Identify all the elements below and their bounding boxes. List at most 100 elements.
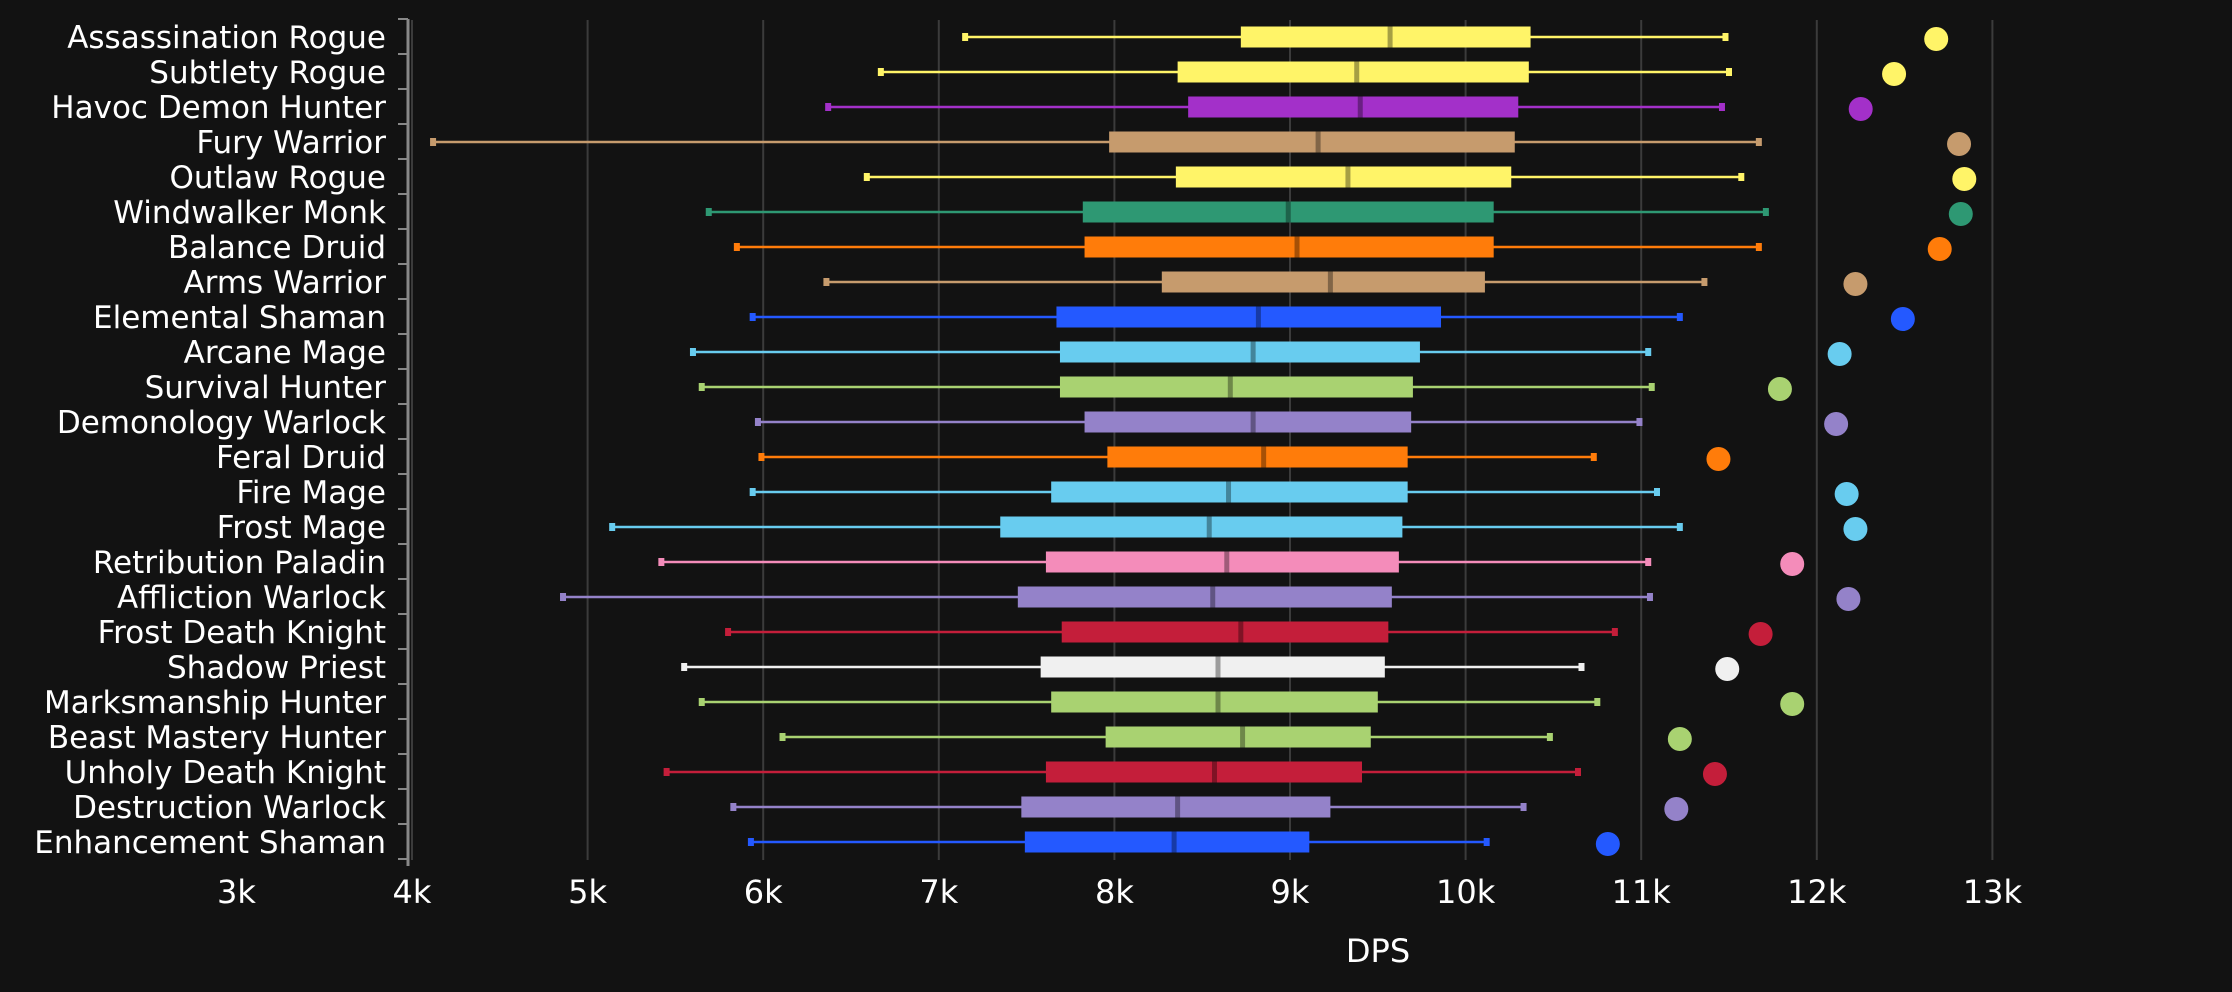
top-dps-marker — [1748, 622, 1773, 646]
median-marker — [1210, 586, 1216, 608]
box-plot-row — [725, 621, 1773, 646]
category-label: Survival Hunter — [145, 370, 387, 406]
whisker-min-cap — [658, 558, 665, 566]
whisker-max-cap — [1762, 208, 1769, 216]
whisker-min-cap — [560, 593, 567, 601]
median-marker — [1294, 236, 1300, 258]
category-label: Enhancement Shaman — [34, 825, 386, 861]
box-plot-row — [825, 96, 1873, 121]
category-label: Fury Warrior — [196, 125, 386, 161]
whisker-max-cap — [1676, 523, 1683, 531]
y-axis — [398, 18, 410, 866]
top-dps-marker — [1843, 272, 1868, 296]
grid-lines — [411, 20, 1994, 860]
x-tick-label: 13k — [1963, 873, 2023, 911]
category-label: Marksmanship Hunter — [44, 685, 386, 721]
box-plot-row — [681, 656, 1740, 681]
whisker-max-cap — [1611, 628, 1618, 636]
iqr-box — [1056, 306, 1442, 328]
median-marker — [1345, 166, 1351, 188]
top-dps-marker — [1882, 62, 1907, 86]
iqr-box — [1240, 26, 1531, 48]
iqr-box — [1188, 96, 1519, 118]
x-tick-label: 10k — [1436, 873, 1496, 911]
top-dps-marker — [1843, 517, 1868, 541]
whisker-min-cap — [754, 418, 761, 426]
x-tick-label: 11k — [1612, 873, 1672, 911]
whisker-min-cap — [663, 768, 670, 776]
median-marker — [1250, 411, 1256, 433]
category-label: Beast Mastery Hunter — [48, 720, 386, 756]
iqr-box — [1045, 761, 1362, 783]
top-dps-marker — [1924, 27, 1949, 51]
iqr-box — [1105, 726, 1371, 748]
top-dps-marker — [1927, 237, 1952, 261]
iqr-box — [1045, 551, 1399, 573]
box-plot-row — [754, 411, 1849, 436]
whisker-max-cap — [1574, 768, 1581, 776]
x-tick-label: 6k — [744, 873, 783, 911]
x-tick-label: 12k — [1787, 873, 1847, 911]
whisker-max-cap — [1654, 488, 1661, 496]
category-label: Feral Druid — [216, 440, 386, 476]
box-plot-row — [749, 306, 1915, 331]
whisker-min-cap — [779, 733, 786, 741]
top-dps-marker — [1702, 762, 1727, 786]
top-dps-marker — [1848, 97, 1873, 121]
iqr-box — [1021, 796, 1331, 818]
iqr-box — [1082, 201, 1494, 223]
category-label: Frost Mage — [217, 510, 386, 546]
category-label: Outlaw Rogue — [169, 160, 386, 196]
top-dps-marker — [1595, 832, 1620, 856]
median-marker — [1315, 131, 1321, 153]
iqr-box — [1017, 586, 1392, 608]
box-plot-row — [747, 831, 1620, 856]
median-marker — [1261, 446, 1267, 468]
category-label: Affliction Warlock — [117, 580, 386, 616]
category-label: Assassination Rogue — [67, 20, 386, 56]
category-label: Subtlety Rogue — [149, 55, 386, 91]
whisker-min-cap — [749, 313, 756, 321]
top-dps-marker — [1664, 797, 1689, 821]
x-tick-label: 4k — [393, 873, 432, 911]
iqr-box — [1175, 166, 1512, 188]
whisker-max-cap — [1645, 558, 1652, 566]
category-label: Destruction Warlock — [73, 790, 386, 826]
median-marker — [1226, 481, 1232, 503]
whisker-min-cap — [863, 173, 870, 181]
iqr-box — [1059, 341, 1420, 363]
top-dps-marker — [1667, 727, 1692, 751]
median-marker — [1224, 551, 1230, 573]
whisker-min-cap — [962, 33, 969, 41]
median-marker — [1327, 271, 1333, 293]
box-plot-row — [705, 201, 1973, 226]
median-marker — [1354, 61, 1360, 83]
whisker-max-cap — [1648, 383, 1655, 391]
top-dps-marker — [1834, 482, 1859, 506]
box-plot-row — [430, 131, 1972, 156]
x-tick-label: 7k — [919, 873, 958, 911]
box-plot-row — [698, 691, 1805, 716]
whisker-min-cap — [877, 68, 884, 76]
box-plot-row — [560, 586, 1861, 611]
top-dps-marker — [1780, 552, 1805, 576]
iqr-box — [1084, 236, 1494, 258]
box-plot-row — [658, 551, 1805, 576]
top-dps-marker — [1715, 657, 1740, 681]
iqr-box — [1000, 516, 1403, 538]
median-marker — [1206, 516, 1212, 538]
category-label: Elemental Shaman — [93, 300, 386, 336]
box-plot-row — [730, 796, 1689, 821]
category-label: Windwalker Monk — [113, 195, 386, 231]
category-label: Fire Mage — [236, 475, 386, 511]
whisker-min-cap — [698, 698, 705, 706]
x-tick-label: 9k — [1271, 873, 1310, 911]
median-marker — [1255, 306, 1261, 328]
top-dps-marker — [1767, 377, 1792, 401]
x-tick-label: 5k — [568, 873, 607, 911]
whisker-min-cap — [698, 383, 705, 391]
box-plot-row — [698, 376, 1792, 401]
whisker-max-cap — [1646, 593, 1653, 601]
